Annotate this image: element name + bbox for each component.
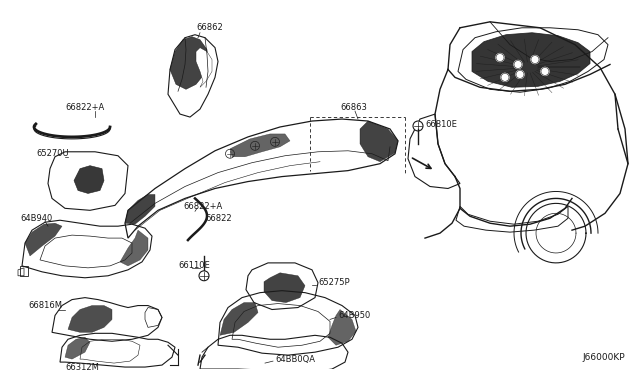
Polygon shape [125,195,155,224]
Polygon shape [74,166,104,193]
Polygon shape [264,273,305,302]
Text: 64BB0QA: 64BB0QA [275,355,315,363]
Text: J66000KP: J66000KP [582,353,625,362]
Polygon shape [68,305,112,332]
Text: 66822+A: 66822+A [183,202,222,211]
Polygon shape [196,48,212,87]
Text: 66110E: 66110E [178,262,210,270]
Polygon shape [220,302,258,335]
Polygon shape [25,223,62,256]
Circle shape [413,121,423,131]
Circle shape [516,70,524,78]
Polygon shape [120,230,148,266]
Circle shape [541,67,549,76]
Circle shape [501,73,509,81]
Circle shape [514,61,522,68]
Circle shape [531,55,539,64]
Text: 65275P: 65275P [318,278,349,287]
Polygon shape [65,337,90,359]
Polygon shape [170,37,208,89]
Text: 65270U: 65270U [36,149,68,158]
Text: 64B950: 64B950 [338,311,371,320]
Polygon shape [472,33,590,87]
Text: 66810E: 66810E [425,119,457,128]
Text: 66312M: 66312M [65,363,99,372]
Polygon shape [230,134,290,157]
Text: 64B940: 64B940 [20,214,52,223]
Circle shape [496,54,504,61]
Polygon shape [328,310,356,345]
Text: 66822+A: 66822+A [65,103,104,112]
Text: 66863: 66863 [340,103,367,112]
Polygon shape [360,121,398,162]
Text: 66816M: 66816M [28,301,62,310]
Text: 66822: 66822 [205,214,232,223]
Text: 66862: 66862 [196,23,223,32]
